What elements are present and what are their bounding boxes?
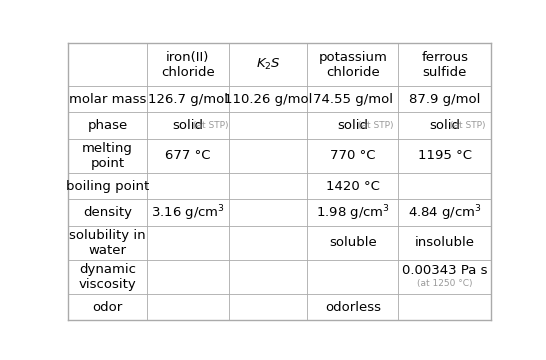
Text: solid: solid [173,119,203,132]
Text: odorless: odorless [325,301,381,314]
Text: (at STP): (at STP) [358,121,394,130]
Text: insoluble: insoluble [415,237,475,249]
Text: (at STP): (at STP) [193,121,229,130]
Text: 677 °C: 677 °C [165,149,211,162]
Text: 1195 °C: 1195 °C [418,149,472,162]
Text: (at 1250 °C): (at 1250 °C) [417,279,473,288]
Text: solubility in
water: solubility in water [69,229,146,257]
Text: odor: odor [92,301,122,314]
Text: 126.7 g/mol: 126.7 g/mol [148,93,228,106]
Text: boiling point: boiling point [66,180,149,193]
Text: 770 °C: 770 °C [330,149,376,162]
Text: $K_{2}S$: $K_{2}S$ [256,57,281,72]
Text: (at STP): (at STP) [450,121,486,130]
Text: melting
point: melting point [82,142,133,170]
Text: 3.16 g/cm$^3$: 3.16 g/cm$^3$ [151,203,225,222]
Text: potassium
chloride: potassium chloride [318,50,387,78]
Text: iron(II)
chloride: iron(II) chloride [161,50,215,78]
Text: 74.55 g/mol: 74.55 g/mol [313,93,393,106]
Text: 0.00343 Pa s: 0.00343 Pa s [402,264,488,277]
Text: molar mass: molar mass [69,93,146,106]
Text: 1.98 g/cm$^3$: 1.98 g/cm$^3$ [316,203,390,222]
Text: 1420 °C: 1420 °C [326,180,380,193]
Text: dynamic
viscosity: dynamic viscosity [79,263,136,291]
Text: soluble: soluble [329,237,377,249]
Text: ferrous
sulfide: ferrous sulfide [422,50,468,78]
Text: 87.9 g/mol: 87.9 g/mol [409,93,480,106]
Text: solid: solid [337,119,369,132]
Text: 110.26 g/mol: 110.26 g/mol [224,93,312,106]
Text: 4.84 g/cm$^3$: 4.84 g/cm$^3$ [408,203,482,222]
Text: density: density [83,206,132,219]
Text: phase: phase [87,119,128,132]
Text: solid: solid [429,119,460,132]
